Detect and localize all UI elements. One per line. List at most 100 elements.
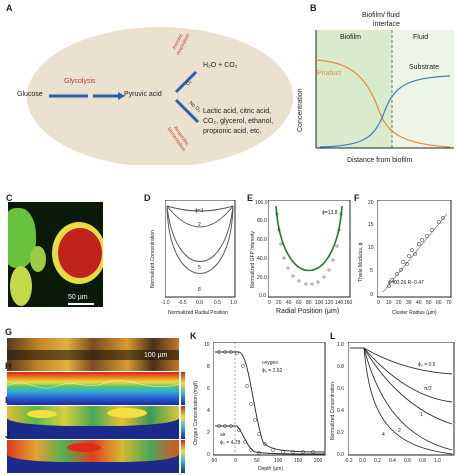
fluid-region-label: Fluid [413, 34, 429, 41]
panel-l-xtick-4: 0.4 [389, 458, 396, 464]
panel-b-concentration-plot [315, 30, 454, 149]
curve-phi-1 [166, 205, 234, 212]
panel-e-xtick-4: 60 [296, 300, 302, 306]
thiele-fit-line [382, 213, 448, 293]
panel-e-xtick-1: 0 [268, 300, 271, 306]
curve-label-pi-over-2: π/2 [424, 386, 432, 392]
panel-f-xtick-5: 40 [416, 300, 422, 306]
curve-label-5: 5 [198, 265, 201, 271]
panel-d-xtick-2: -0.5 [178, 300, 187, 306]
fluid-region [392, 30, 454, 148]
interface-title-1: Biofilm/ fluid [362, 12, 400, 19]
panel-l-xtick-5: 0.6 [404, 458, 411, 464]
panel-h-oxygen-colormap [7, 372, 179, 405]
panel-l-xtick-3: 0.2 [374, 458, 381, 464]
curve-label-1: 1 [420, 412, 423, 418]
panel-l-xtick-6: 0.8 [419, 458, 426, 464]
panel-l-normalized-profiles [348, 342, 455, 456]
air-phi-label: ϕ₀ = 4.78 [220, 440, 241, 446]
panel-h-colorbar [181, 372, 185, 405]
panel-k-oxygen-profile [213, 342, 326, 456]
panel-f-xtick-8: 70 [446, 300, 452, 306]
panel-d-xtick-3: 0.0 [196, 300, 203, 306]
panel-e-ytick-4: 40.0 [257, 256, 267, 262]
panel-k-xtick-2: 0 [234, 458, 237, 464]
panel-c-scalebar-label: 50 µm [68, 294, 88, 301]
panel-l-xtick-7: 1.0 [434, 458, 441, 464]
panel-e-ytick-1: 100.0 [255, 200, 268, 206]
panel-d-xtick-5: 1.0 [230, 300, 237, 306]
panel-l-xtick-1: -0.2 [344, 458, 353, 464]
panel-j-colorbar [181, 440, 185, 473]
product-curve [315, 59, 451, 148]
panel-label-e: E [247, 193, 254, 203]
panel-k-ytick-3: 6 [207, 386, 210, 392]
panel-d-concentration-profiles [165, 200, 236, 298]
oxygen-series-label: oxygen [262, 360, 279, 366]
panel-label-b: B [310, 3, 317, 13]
substrate-series-label: Substrate [409, 64, 439, 71]
oxygen-phi-label: ϕ₀ = 2.62 [262, 368, 283, 374]
panel-f-ytick-3: 10 [368, 245, 374, 251]
curve-pi-over-2 [363, 347, 453, 403]
panel-e-xtick-3: 40 [286, 300, 292, 306]
oxygen-data-points [217, 350, 315, 454]
panel-f-xtick-3: 20 [396, 300, 402, 306]
glycolysis-label: Glycolysis [64, 78, 96, 85]
panel-f-thiele-scatter [377, 200, 452, 298]
panel-k-ytick-1: 10 [204, 342, 210, 348]
panel-f-ytick-4: 5 [370, 268, 373, 274]
curve-label-phi-1: ϕ=1 [195, 208, 204, 214]
product-series-label: Product [317, 70, 342, 77]
panel-k-xtick-1: -50 [210, 458, 218, 464]
panel-e-gfp-profile [268, 200, 351, 298]
panel-f-xtick-6: 50 [426, 300, 432, 306]
panel-b-x-axis-label: Distance from biofilm [347, 157, 413, 164]
panel-k-x-axis-label: Depth (µm) [258, 466, 284, 472]
panel-g-dark-band [7, 350, 179, 360]
curve-phi-5 [166, 205, 234, 262]
biofilm-region-label: Biofilm [340, 34, 362, 41]
panel-f-ytick-2: 15 [368, 222, 374, 228]
anaerobic-products-line-2: CO₂, glycerol, ethanol, [203, 118, 274, 125]
panel-label-g: G [5, 327, 13, 337]
panel-g-scalebar-label: 100 µm [144, 352, 168, 359]
panel-label-i: I [5, 395, 8, 405]
air-series-label: air [220, 432, 226, 438]
panel-k-ytick-4: 4 [207, 408, 210, 414]
air-data-points [217, 424, 261, 455]
panel-c-scalebar [68, 303, 94, 305]
panel-label-k: K [190, 331, 197, 341]
panel-label-h: H [5, 361, 12, 371]
panel-e-ytick-3: 60.0 [257, 237, 267, 243]
panel-l-ytick-3: 0.6 [337, 386, 344, 392]
biofilm-cluster-micrograph [8, 202, 103, 307]
anaerobic-products-line-3: propionic acid, etc. [203, 128, 262, 135]
panel-g-biofilm-image [7, 338, 179, 371]
panel-e-y-axis-label: Normalized GFP Intensity [250, 231, 256, 288]
panel-l-ytick-1: 1.0 [337, 342, 344, 348]
panel-k-y-axis-label: Oxygen Concentration (mg/l) [193, 381, 199, 445]
panel-b-y-axis-label: Concentration [297, 88, 304, 132]
panel-k-xtick-6: 200 [314, 458, 323, 464]
curve-phi-8 [166, 205, 234, 274]
panel-label-c: C [6, 193, 13, 203]
arrow-aerobic [174, 70, 198, 94]
curve-1 [363, 347, 453, 425]
thiele-data-points [387, 216, 445, 288]
biofilm-region [316, 30, 392, 148]
panel-l-y-axis-label: Normalized Concentration [330, 382, 336, 440]
arrow-head-glycolysis [118, 92, 125, 100]
curve-2 [363, 347, 453, 451]
panel-e-xtick-8: 140 [335, 300, 344, 306]
panel-label-a: A [6, 3, 13, 13]
panel-k-ytick-2: 8 [207, 364, 210, 370]
panel-f-y-axis-label: Thiele Modulus, ϕ [358, 242, 364, 283]
panel-f-xtick-1: 0 [377, 300, 380, 306]
panel-k-ytick-5: 2 [207, 430, 210, 436]
panel-f-xtick-7: 60 [436, 300, 442, 306]
panel-k-xtick-4: 100 [274, 458, 283, 464]
panel-f-equation: ϕ = 0.26 R−0.47 [388, 280, 424, 286]
green-fluorescence-blob-3 [30, 246, 46, 272]
curve-label-8: 8 [198, 287, 201, 293]
